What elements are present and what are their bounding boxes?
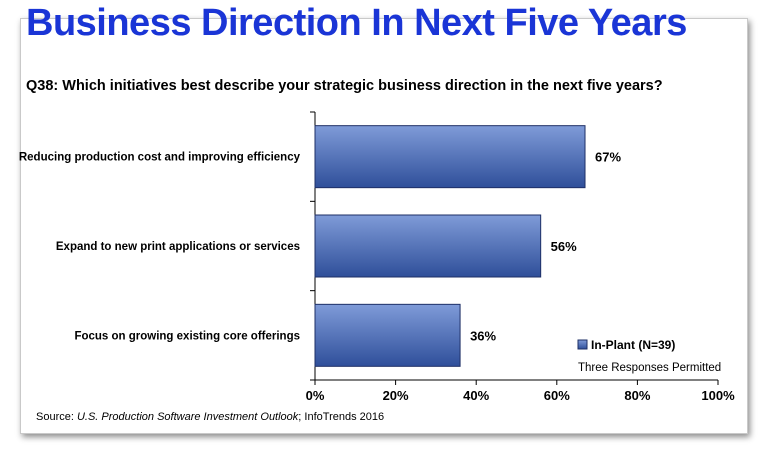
legend-label: In-Plant (N=39) (591, 338, 675, 352)
x-tick-label: 40% (463, 388, 489, 403)
chart-subtitle: Q38: Which initiatives best describe you… (26, 78, 663, 94)
data-label: 67% (595, 150, 621, 165)
x-tick-label: 80% (624, 388, 650, 403)
data-label: 36% (470, 328, 496, 343)
bar (314, 303, 461, 367)
source-note: Source: U.S. Production Software Investm… (36, 411, 384, 423)
chart-title: Business Direction In Next Five Years (26, 2, 687, 44)
x-tick-label: 20% (383, 388, 409, 403)
x-tick-label: 60% (544, 388, 570, 403)
category-label: Focus on growing existing core offerings (74, 330, 300, 342)
source-publication: U.S. Production Software Investment Outl… (76, 411, 299, 423)
source-suffix: ; InfoTrends 2016 (298, 411, 385, 423)
category-label: Expand to new print applications or serv… (56, 241, 300, 253)
x-tick-label: 100% (701, 388, 735, 403)
bar (314, 214, 542, 278)
category-label: Reducing production cost and improving e… (19, 152, 301, 164)
data-label: 56% (551, 239, 577, 254)
legend-swatch (577, 339, 588, 350)
x-tick-label: 0% (306, 388, 325, 403)
legend-note: Three Responses Permitted (578, 362, 721, 374)
source-prefix: Source: (36, 411, 77, 423)
bar (314, 125, 586, 189)
